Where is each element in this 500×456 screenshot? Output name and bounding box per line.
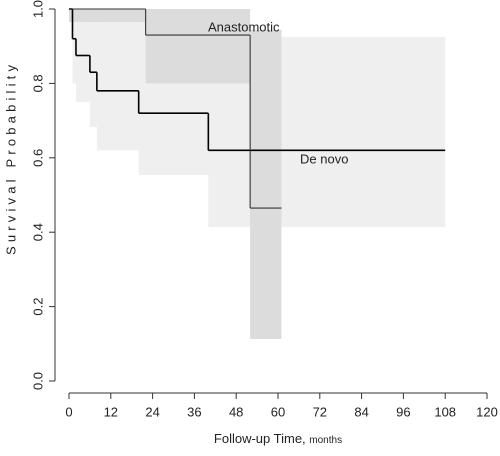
ci-band	[96, 9, 139, 151]
x-tick-label: 36	[187, 404, 201, 419]
x-tick-label: 48	[229, 404, 243, 419]
x-axis-title: Follow-up Time,	[214, 431, 306, 446]
x-tick-label: 24	[145, 404, 159, 419]
x-tick-label: 12	[104, 404, 118, 419]
y-tick-label: 0.2	[30, 298, 45, 316]
x-tick-label: 108	[434, 404, 456, 419]
ci-band	[89, 9, 97, 127]
ci-band	[72, 9, 76, 84]
y-tick-label: 0.8	[30, 74, 45, 92]
ci-band	[250, 29, 282, 339]
x-tick-label: 72	[313, 404, 327, 419]
ci-band	[145, 9, 251, 84]
x-tick-label: 120	[476, 404, 498, 419]
x-axis-label: Follow-up Time, months	[214, 431, 342, 446]
curve-label: Anastomotic	[208, 19, 280, 34]
y-tick-label: 0.4	[30, 223, 45, 241]
y-axis-label: Survival Probability	[3, 64, 18, 255]
y-tick-label: 1.0	[30, 0, 45, 18]
x-tick-label: 0	[65, 404, 72, 419]
curve-label: De novo	[300, 151, 348, 166]
y-tick-label: 0.6	[30, 149, 45, 167]
x-tick-label: 96	[396, 404, 410, 419]
y-tick-label: 0.0	[30, 372, 45, 390]
x-axis-unit: months	[309, 435, 342, 446]
ci-band	[69, 9, 146, 23]
x-tick-label: 60	[271, 404, 285, 419]
x-tick-label: 84	[354, 404, 368, 419]
